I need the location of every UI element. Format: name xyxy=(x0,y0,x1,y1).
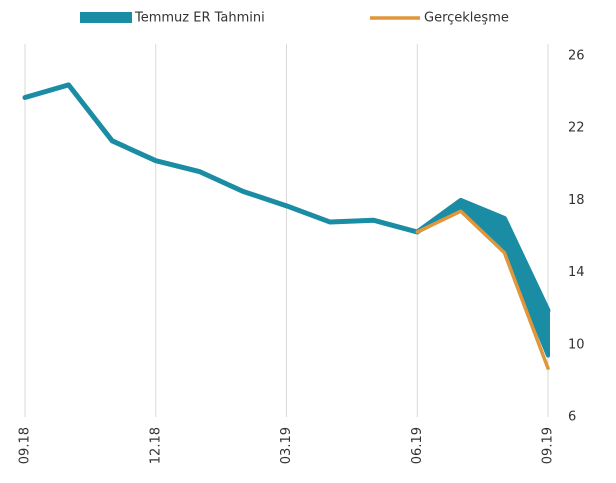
y-tick-label: 22 xyxy=(568,121,585,136)
chart: 09.18 12.18 03.19 06.19 09.19 6 10 14 18 22 26 Temm… xyxy=(0,0,616,479)
x-tick-label: 03.19 xyxy=(279,427,294,464)
x-tick-label: 06.19 xyxy=(410,427,425,464)
y-tick-label: 10 xyxy=(568,337,585,352)
legend-label: Temmuz ER Tahmini xyxy=(134,11,265,26)
y-tick-label: 18 xyxy=(568,193,585,208)
legend-label: Gerçekleşme xyxy=(424,11,509,26)
legend-swatch xyxy=(80,12,132,23)
y-tick-label: 6 xyxy=(568,410,576,425)
x-tick-label: 09.18 xyxy=(18,427,33,464)
x-tick-label: 09.19 xyxy=(541,427,556,464)
y-tick-label: 26 xyxy=(568,49,585,64)
x-tick-label: 12.18 xyxy=(148,427,163,464)
y-tick-label: 14 xyxy=(568,265,585,280)
